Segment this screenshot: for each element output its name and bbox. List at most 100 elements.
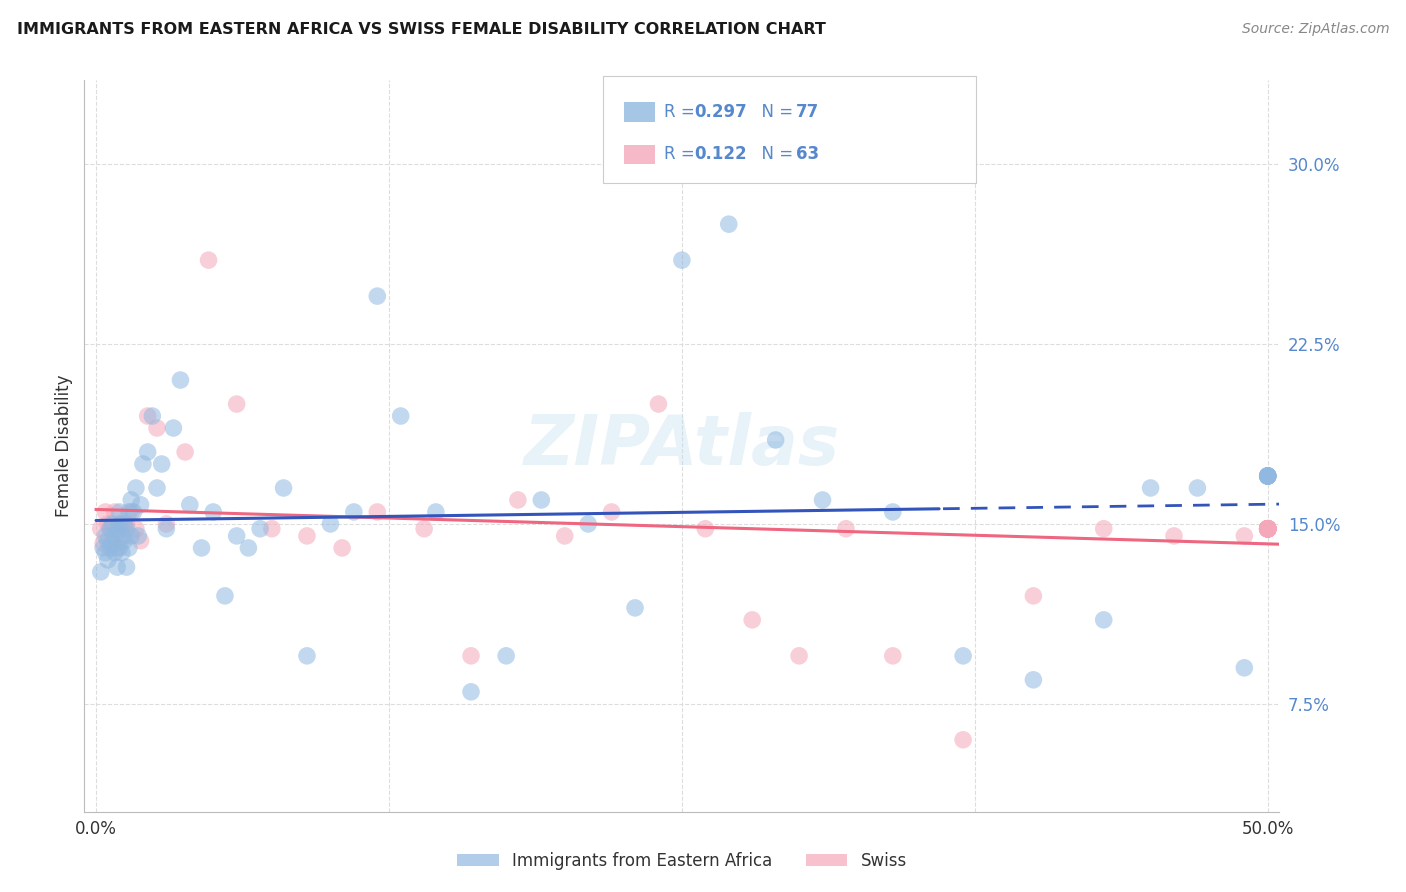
Point xyxy=(249,522,271,536)
Point xyxy=(132,457,155,471)
Point xyxy=(90,565,112,579)
Point xyxy=(1257,469,1279,483)
Point xyxy=(1257,522,1279,536)
Point xyxy=(146,481,169,495)
Point xyxy=(1257,522,1279,536)
Point xyxy=(98,522,121,536)
Point xyxy=(1257,469,1279,483)
Point xyxy=(108,516,131,531)
Point xyxy=(1092,613,1115,627)
Point xyxy=(125,481,148,495)
Point xyxy=(1257,469,1279,483)
Point xyxy=(295,529,318,543)
Point xyxy=(811,492,834,507)
Point xyxy=(105,522,128,536)
Text: N =: N = xyxy=(751,145,799,163)
Point xyxy=(366,289,388,303)
Point xyxy=(91,536,114,550)
Point xyxy=(1257,522,1279,536)
Point xyxy=(600,505,623,519)
Point xyxy=(1022,589,1045,603)
Point xyxy=(1233,529,1256,543)
Point xyxy=(125,522,148,536)
Point xyxy=(1257,522,1279,536)
Point xyxy=(366,505,388,519)
Point xyxy=(1257,522,1279,536)
Point xyxy=(111,529,134,543)
Text: ZIPAtlas: ZIPAtlas xyxy=(524,412,839,480)
Text: 63: 63 xyxy=(796,145,818,163)
Text: 0.122: 0.122 xyxy=(695,145,747,163)
Point xyxy=(1257,522,1279,536)
Point xyxy=(214,589,236,603)
Point xyxy=(94,529,117,543)
Point xyxy=(413,522,436,536)
Point xyxy=(1257,522,1279,536)
Point xyxy=(108,505,131,519)
Point xyxy=(1257,522,1279,536)
Point xyxy=(624,600,647,615)
Point xyxy=(136,445,159,459)
Point xyxy=(101,516,124,531)
Point xyxy=(129,533,152,548)
Text: R =: R = xyxy=(664,103,700,121)
Point xyxy=(1139,481,1161,495)
Point xyxy=(1187,481,1209,495)
Point xyxy=(273,481,295,495)
Point xyxy=(1257,522,1279,536)
Point xyxy=(1257,469,1279,483)
Point xyxy=(1257,522,1279,536)
Point xyxy=(1257,522,1279,536)
Point xyxy=(127,529,149,543)
Point xyxy=(101,536,124,550)
Point xyxy=(94,546,117,560)
Point xyxy=(97,553,120,567)
Point xyxy=(101,533,124,548)
Point xyxy=(671,253,693,268)
Point xyxy=(108,541,131,555)
Point xyxy=(1257,522,1279,536)
Point xyxy=(319,516,342,531)
Point xyxy=(787,648,810,663)
Point xyxy=(952,648,974,663)
Point xyxy=(155,516,177,531)
Point xyxy=(495,648,517,663)
Text: N =: N = xyxy=(751,103,799,121)
Point xyxy=(94,505,117,519)
Point xyxy=(460,685,482,699)
Point xyxy=(1092,522,1115,536)
Point xyxy=(330,541,353,555)
Point xyxy=(115,516,138,531)
Point xyxy=(295,648,318,663)
Point xyxy=(112,516,135,531)
Point xyxy=(1257,522,1279,536)
Point xyxy=(115,522,138,536)
Point xyxy=(1257,522,1279,536)
Point xyxy=(105,560,128,574)
Point xyxy=(97,516,120,531)
Point xyxy=(112,529,135,543)
Point xyxy=(120,505,142,519)
Point xyxy=(120,492,142,507)
Point xyxy=(647,397,669,411)
Point xyxy=(122,505,145,519)
Point xyxy=(141,409,163,423)
Point xyxy=(155,522,177,536)
Point xyxy=(882,505,904,519)
Point xyxy=(1257,522,1279,536)
Point xyxy=(1233,661,1256,675)
Point xyxy=(1257,469,1279,483)
Point xyxy=(1257,522,1279,536)
Y-axis label: Female Disability: Female Disability xyxy=(55,375,73,517)
Point xyxy=(104,546,127,560)
Point xyxy=(1163,529,1185,543)
Point xyxy=(225,397,247,411)
Point xyxy=(460,648,482,663)
Point xyxy=(104,505,127,519)
Point xyxy=(835,522,858,536)
Point xyxy=(174,445,197,459)
Point xyxy=(1257,469,1279,483)
Point xyxy=(741,613,763,627)
Point xyxy=(238,541,260,555)
Point xyxy=(98,541,121,555)
